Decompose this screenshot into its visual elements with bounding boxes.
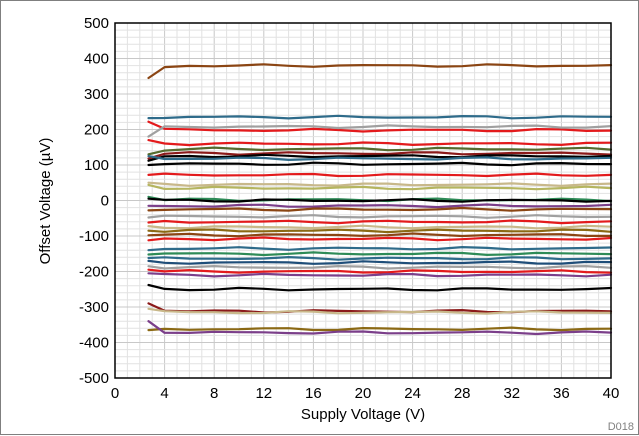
y-tick-label: -300 [79,299,109,316]
x-tick-label: 4 [160,385,168,402]
series-line-20 [147,224,613,230]
series-line-33 [147,307,613,315]
series-line-28 [147,265,613,270]
series-line-22 [147,232,613,238]
figure-code: D018 [608,421,634,433]
series-line-3 [147,120,613,133]
series-line-19 [147,219,613,225]
y-tick-label: -100 [79,228,109,245]
series-line-16 [147,203,613,209]
series-line-27 [147,259,613,265]
series-line-29 [147,268,613,274]
series-line-9 [147,155,613,161]
y-tick-label: 0 [101,193,109,210]
y-tick-label: 400 [84,51,109,68]
x-tick-labels: 0 4 8 12 16 20 24 28 32 36 40 [111,385,620,402]
y-tick-label: -500 [79,370,109,387]
series-line-35 [147,320,613,336]
y-tick-label: 500 [84,15,109,32]
series-line-21 [147,228,613,234]
x-tick-label: 20 [355,385,372,402]
series-line-5 [147,139,613,147]
x-tick-label: 32 [503,385,520,402]
series-line-34 [147,326,613,332]
plot-area-border [114,22,612,379]
series-line-1 [147,63,613,80]
series-line-17 [147,206,613,212]
series-line-8 [147,153,613,162]
y-tick-label: -400 [79,335,109,352]
y-tick-labels: -500 -400 -300 -200 -100 0 100 200 300 400 500 [79,15,109,387]
series-line-6 [147,146,613,156]
series-line-4 [147,124,613,138]
y-tick-label: -200 [79,264,109,281]
series-line-15 [147,197,613,203]
x-tick-label: 36 [553,385,570,402]
x-tick-label: 12 [255,385,272,402]
series-line-31 [147,283,613,292]
y-tick-label: 300 [84,86,109,103]
series-line-12 [147,181,613,187]
x-tick-label: 16 [305,385,322,402]
x-tick-label: 8 [210,385,218,402]
series-line-18 [147,214,613,219]
data-series [147,63,613,336]
x-axis-title: Supply Voltage (V) [301,406,425,423]
series-line-24 [147,246,613,252]
series-line-10 [147,161,613,167]
y-tick-label: 200 [84,122,109,139]
y-axis-title: Offset Voltage (µV) [37,138,54,265]
x-tick-label: 0 [111,385,119,402]
series-line-13 [147,183,613,191]
x-tick-label: 24 [404,385,421,402]
series-line-11 [147,172,613,178]
y-tick-label: 100 [84,157,109,174]
series-line-7 [147,151,613,160]
x-tick-label: 28 [454,385,471,402]
series-line-2 [147,114,613,120]
x-tick-label: 40 [603,385,620,402]
series-line-30 [147,272,613,278]
series-line-23 [147,236,613,242]
series-line-26 [147,256,613,261]
series-line-25 [147,251,613,257]
